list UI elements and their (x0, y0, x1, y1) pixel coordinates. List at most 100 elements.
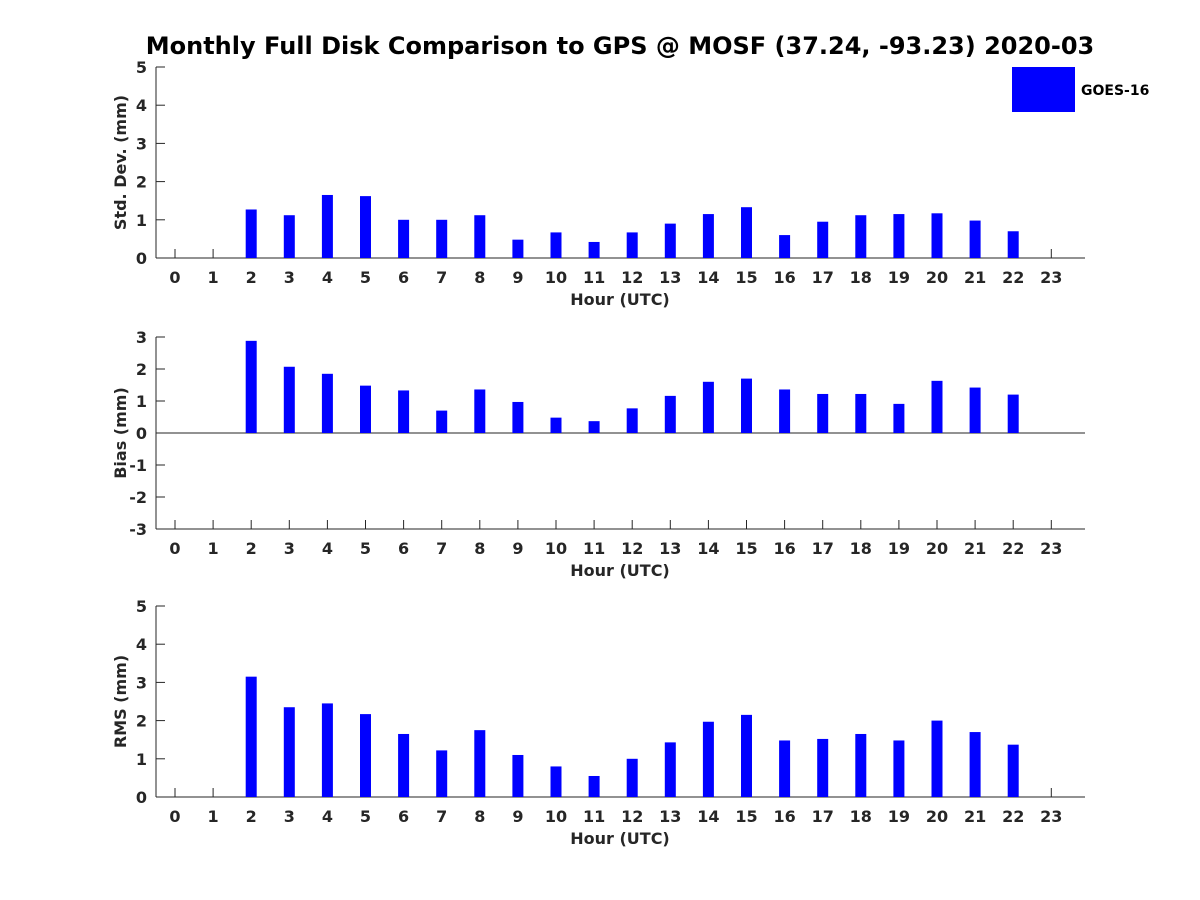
x-tick-label: 1 (208, 539, 219, 558)
x-tick-label: 17 (812, 268, 834, 287)
bar-hour-4 (321, 194, 333, 258)
x-tick-label: 15 (735, 807, 757, 826)
y-tick-label: 0 (136, 424, 147, 443)
y-tick-label: 3 (136, 673, 147, 692)
x-tick-label: 21 (964, 807, 986, 826)
x-tick-label: 0 (169, 268, 180, 287)
x-axis-label: Hour (UTC) (570, 829, 670, 848)
x-tick-label: 14 (697, 268, 719, 287)
x-tick-label: 8 (474, 539, 485, 558)
x-tick-label: 19 (888, 268, 910, 287)
x-tick-label: 22 (1002, 539, 1024, 558)
bar-hour-18 (855, 733, 867, 797)
x-tick-label: 0 (169, 807, 180, 826)
x-tick-label: 5 (360, 807, 371, 826)
bar-hour-9 (512, 754, 524, 797)
x-axis-label: Hour (UTC) (570, 290, 670, 309)
bar-hour-21 (969, 220, 981, 258)
bar-hour-4 (321, 703, 333, 797)
y-tick-label: 4 (136, 96, 147, 115)
bar-hour-8 (474, 730, 486, 797)
x-tick-label: 15 (735, 268, 757, 287)
chart-title: Monthly Full Disk Comparison to GPS @ MO… (146, 32, 1094, 60)
y-tick-label: 4 (136, 635, 147, 654)
legend-swatch-goes-16 (1012, 67, 1075, 112)
bar-hour-8 (474, 389, 486, 433)
x-tick-label: 5 (360, 539, 371, 558)
bar-hour-14 (702, 721, 714, 797)
bar-hour-7 (436, 750, 448, 797)
bar-hour-13 (664, 223, 676, 258)
x-tick-label: 15 (735, 539, 757, 558)
y-axis-label: Std. Dev. (mm) (111, 95, 130, 230)
y-axis-label: Bias (mm) (111, 387, 130, 479)
x-tick-label: 8 (474, 807, 485, 826)
bar-hour-21 (969, 732, 981, 797)
x-tick-label: 12 (621, 268, 643, 287)
bar-hour-22 (1007, 394, 1019, 433)
y-tick-label: 2 (136, 173, 147, 192)
x-tick-label: 9 (512, 268, 523, 287)
bar-hour-12 (626, 232, 638, 258)
x-tick-label: 10 (545, 807, 567, 826)
x-tick-label: 23 (1040, 807, 1062, 826)
y-tick-label: 0 (136, 249, 147, 268)
x-tick-label: 22 (1002, 807, 1024, 826)
x-tick-label: 13 (659, 539, 681, 558)
x-tick-label: 13 (659, 807, 681, 826)
y-axis-label: RMS (mm) (111, 655, 130, 748)
x-tick-label: 2 (246, 539, 257, 558)
bar-hour-12 (626, 758, 638, 797)
y-tick-label: -2 (129, 488, 147, 507)
bar-hour-9 (512, 401, 524, 433)
y-tick-label: 3 (136, 134, 147, 153)
bar-hour-6 (398, 390, 410, 433)
bar-hour-17 (817, 221, 829, 258)
x-tick-label: 5 (360, 268, 371, 287)
x-tick-label: 10 (545, 268, 567, 287)
bar-hour-6 (398, 733, 410, 797)
bar-hour-7 (436, 410, 448, 433)
x-tick-label: 13 (659, 268, 681, 287)
x-tick-label: 14 (697, 807, 719, 826)
y-tick-label: 1 (136, 750, 147, 769)
bar-hour-16 (779, 389, 791, 433)
bar-hour-9 (512, 239, 524, 258)
bar-hour-10 (550, 417, 562, 433)
x-tick-label: 18 (850, 539, 872, 558)
y-tick-label: -1 (129, 456, 147, 475)
x-tick-label: 4 (322, 268, 333, 287)
bar-hour-4 (321, 373, 333, 433)
x-tick-label: 3 (284, 268, 295, 287)
x-tick-label: 6 (398, 539, 409, 558)
x-tick-label: 19 (888, 539, 910, 558)
bar-hour-2 (245, 340, 257, 433)
bar-hour-14 (702, 214, 714, 258)
y-tick-label: -3 (129, 520, 147, 539)
bar-hour-22 (1007, 744, 1019, 797)
bar-hour-16 (779, 235, 791, 258)
x-tick-label: 20 (926, 539, 948, 558)
x-tick-label: 3 (284, 807, 295, 826)
bar-hour-13 (664, 395, 676, 433)
x-tick-label: 20 (926, 268, 948, 287)
x-tick-label: 12 (621, 807, 643, 826)
x-tick-label: 14 (697, 539, 719, 558)
bar-hour-11 (588, 421, 600, 433)
x-tick-label: 9 (512, 539, 523, 558)
x-tick-label: 17 (812, 539, 834, 558)
x-tick-label: 16 (773, 807, 795, 826)
x-tick-label: 22 (1002, 268, 1024, 287)
legend: GOES-16 (1012, 67, 1149, 112)
x-tick-label: 2 (246, 807, 257, 826)
x-tick-label: 3 (284, 539, 295, 558)
bar-hour-15 (741, 207, 752, 258)
bar-hour-5 (360, 385, 371, 433)
x-tick-label: 8 (474, 268, 485, 287)
x-tick-label: 18 (850, 807, 872, 826)
